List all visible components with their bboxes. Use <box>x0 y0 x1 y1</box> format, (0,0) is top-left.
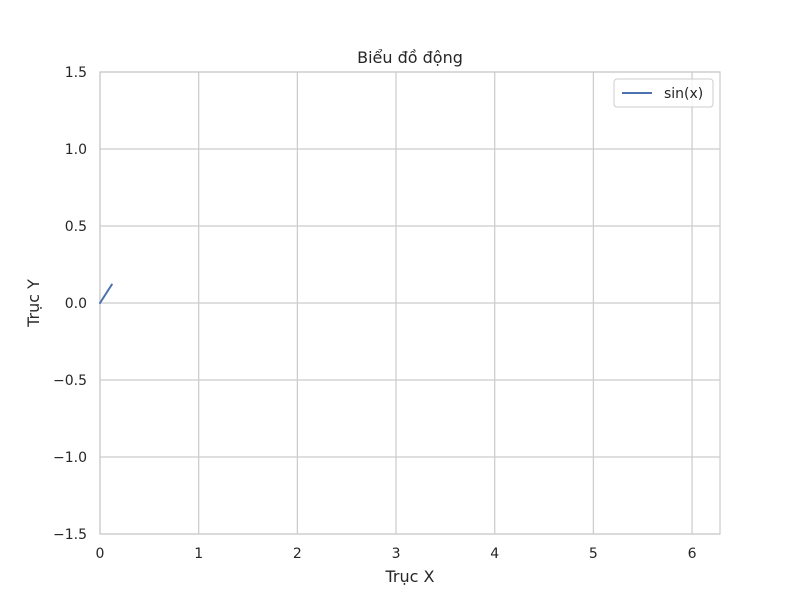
x-axis-label: Trục X <box>385 567 435 586</box>
y-tick-labels: −1.5 −1.0 −0.5 0.0 0.5 1.0 1.5 <box>53 65 87 543</box>
series-layer <box>99 283 113 304</box>
y-tick-label: 0.0 <box>65 296 87 312</box>
y-tick-label: 0.5 <box>65 219 87 235</box>
y-tick-label: 1.5 <box>65 65 87 81</box>
x-tick-label: 5 <box>589 546 598 562</box>
x-tick-label: 2 <box>293 546 302 562</box>
x-tick-label: 6 <box>688 546 697 562</box>
series-line <box>99 283 113 304</box>
x-tick-label: 3 <box>392 546 401 562</box>
legend-box <box>613 78 714 108</box>
x-tick-label: 0 <box>96 546 105 562</box>
legend: sin(x) <box>613 78 714 108</box>
x-tick-labels: 0 1 2 3 4 5 6 <box>96 546 697 562</box>
y-tick-label: −0.5 <box>53 373 87 389</box>
grid-lines <box>99 71 720 535</box>
y-tick-label: −1.0 <box>53 450 87 466</box>
y-tick-label: −1.5 <box>53 527 87 543</box>
x-tick-label: 4 <box>490 546 499 562</box>
y-tick-label: 1.0 <box>65 142 87 158</box>
x-tick-label: 1 <box>194 546 203 562</box>
chart-title: Biểu đồ động <box>357 48 463 67</box>
y-axis-label: Trục Y <box>24 279 43 328</box>
legend-label: sin(x) <box>664 86 703 102</box>
